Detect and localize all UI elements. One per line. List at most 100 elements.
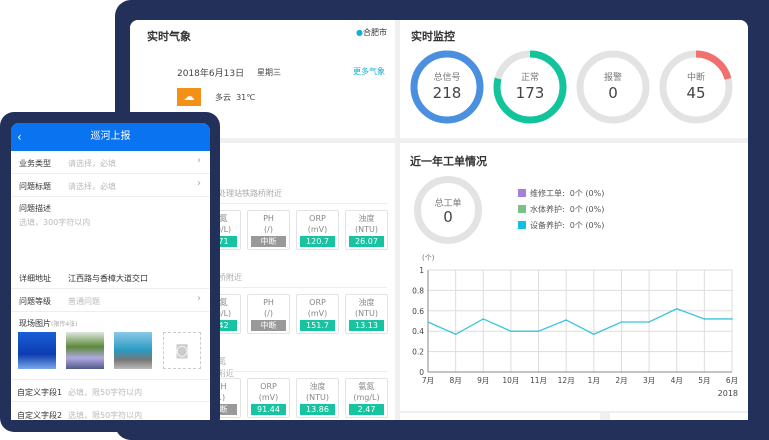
- ring-gauge: [659, 50, 733, 124]
- ring-gauge: [410, 50, 484, 124]
- sensor-unit: (NTU): [355, 225, 378, 234]
- legend-swatch: [518, 189, 526, 197]
- station-name: …桥附近: [210, 273, 242, 282]
- sensor-tile[interactable]: ORP (mV) 151.7: [296, 294, 339, 334]
- x-tick-label: 3月: [643, 376, 655, 385]
- custom-field-2[interactable]: 自定义字段2 选填，限50字符以内: [11, 403, 210, 420]
- desc-textarea[interactable]: 选填，300字符以内: [19, 218, 91, 227]
- chevron-right-icon: ›: [197, 155, 201, 166]
- ring-value: 0: [608, 84, 618, 102]
- location-pin-icon: ●: [356, 28, 363, 37]
- x-tick-label: 11月: [530, 376, 547, 385]
- sensor-value: 26.07: [349, 236, 384, 247]
- x-tick-label: 9月: [477, 376, 489, 385]
- sensor-label: ORP: [309, 214, 326, 223]
- business-type-field[interactable]: 业务类型 请选择，必填 ›: [11, 151, 210, 174]
- x-tick-label: 4月: [671, 376, 683, 385]
- add-photo-camera-icon[interactable]: ◙: [163, 332, 201, 369]
- station-name: …处理站铁路桥附近: [210, 189, 282, 198]
- sensor-unit: (/): [264, 225, 273, 234]
- sensor-tile[interactable]: ORP (mV) 120.7: [296, 210, 339, 250]
- chevron-right-icon: ›: [197, 293, 201, 304]
- monitor-ring[interactable]: 正常 173: [493, 50, 567, 124]
- sensor-value: 91.44: [251, 404, 286, 415]
- sensor-label: PH: [263, 298, 274, 307]
- total-value: 0: [443, 208, 453, 226]
- ring-gauge: [576, 50, 650, 124]
- data-point: [482, 318, 485, 320]
- y-tick-label: 0: [419, 368, 424, 377]
- sensor-unit: (mV): [258, 393, 279, 402]
- workorder-title: 近一年工单情况: [410, 155, 487, 168]
- data-point: [537, 330, 540, 332]
- photo-thumbnail[interactable]: [114, 332, 152, 369]
- data-point: [620, 321, 623, 323]
- weather-title: 实时气象: [147, 30, 191, 43]
- phone-header: ‹ 巡河上报: [11, 123, 210, 151]
- x-tick-label: 6月: [726, 376, 738, 385]
- data-point: [454, 333, 457, 336]
- chevron-right-icon: ›: [197, 178, 201, 189]
- weather-date: 2018年6月13日: [177, 69, 245, 79]
- x-tick-label: 10月: [502, 376, 519, 385]
- legend-item: 维修工单: 0个 (0%): [518, 188, 604, 199]
- sensor-tile[interactable]: PH (/) 中断: [247, 294, 290, 334]
- legend-item: 水体养护: 0个 (0%): [518, 204, 604, 215]
- y-tick-label: 1: [419, 266, 424, 275]
- sensor-tile[interactable]: 浊度 (NTU) 13.13: [345, 294, 388, 334]
- x-tick-label: 7月: [422, 376, 434, 385]
- ring-value: 218: [432, 84, 462, 102]
- sensor-label: PH: [263, 214, 274, 223]
- sensor-tile[interactable]: 浊度 (NTU) 26.07: [345, 210, 388, 250]
- sensor-tile[interactable]: 浊度 (NTU) 13.86: [296, 378, 339, 418]
- phone-title: 巡河上报: [90, 131, 131, 142]
- series-line: [427, 308, 732, 335]
- y-axis-unit: (个): [422, 254, 435, 262]
- ring-value: 173: [515, 84, 545, 102]
- weather-condition: 多云 31℃: [215, 93, 256, 102]
- dashboard-screen: 实时气象 ●合肥市 2018年6月13日 星期三 更多气象 ☁ 多云 31℃ 实…: [130, 20, 748, 420]
- data-point: [675, 307, 678, 310]
- monitor-title: 实时监控: [411, 30, 455, 43]
- x-tick-label: 5月: [698, 376, 710, 385]
- data-point: [510, 330, 512, 332]
- issue-level-field[interactable]: 问题等级 普通问题 ›: [11, 289, 210, 312]
- weekday: 星期三: [257, 68, 281, 77]
- sensor-tile[interactable]: 氨氮 (mg/L) 2.47: [345, 378, 388, 418]
- sensor-value: 13.13: [349, 320, 384, 331]
- legend-swatch: [518, 221, 526, 229]
- ring-label: 正常: [520, 73, 539, 83]
- address-field[interactable]: 详细地址 江西路与香樟大道交口: [11, 266, 210, 289]
- data-point: [427, 321, 429, 323]
- more-weather-link[interactable]: 更多气象: [353, 67, 385, 76]
- ring-value: 45: [686, 84, 706, 102]
- sensor-unit: (mV): [307, 309, 328, 318]
- monitor-ring[interactable]: 总信号 218: [410, 50, 484, 124]
- sensor-value: 中断: [251, 236, 286, 247]
- issue-title-field[interactable]: 问题标题 请选择，必填 ›: [11, 174, 210, 197]
- sensor-label: 浊度: [309, 382, 326, 391]
- photo-thumbnail[interactable]: [18, 332, 56, 369]
- x-tick-label: 8月: [449, 376, 461, 385]
- monitor-ring[interactable]: 中断 45: [659, 50, 733, 124]
- sensor-label: 浊度: [358, 298, 375, 307]
- x-year-label: 2018: [718, 389, 738, 398]
- data-point: [565, 319, 567, 321]
- sensor-label: ORP: [309, 298, 326, 307]
- city-name: 合肥市: [363, 28, 387, 37]
- sensor-value: 中断: [251, 320, 286, 331]
- sensor-unit: (/): [264, 309, 273, 318]
- y-tick-label: 0.6: [412, 307, 424, 316]
- monitor-ring[interactable]: 报警 0: [576, 50, 650, 124]
- chevron-left-icon[interactable]: ‹: [17, 130, 22, 144]
- city-selector[interactable]: ●合肥市: [356, 27, 387, 38]
- sensor-unit: (NTU): [306, 393, 329, 402]
- sensor-tile[interactable]: ORP (mV) 91.44: [247, 378, 290, 418]
- photo-thumbnail[interactable]: [66, 332, 104, 369]
- photos-label: 现场图片(限传4张): [19, 319, 78, 328]
- sensor-label: 氨氮: [358, 382, 375, 391]
- data-point: [593, 333, 595, 336]
- sensor-tile[interactable]: PH (/) 中断: [247, 210, 290, 250]
- sensor-value: 13.86: [300, 404, 335, 415]
- custom-field-1[interactable]: 自定义字段1 必填，限50字符以内: [11, 379, 210, 402]
